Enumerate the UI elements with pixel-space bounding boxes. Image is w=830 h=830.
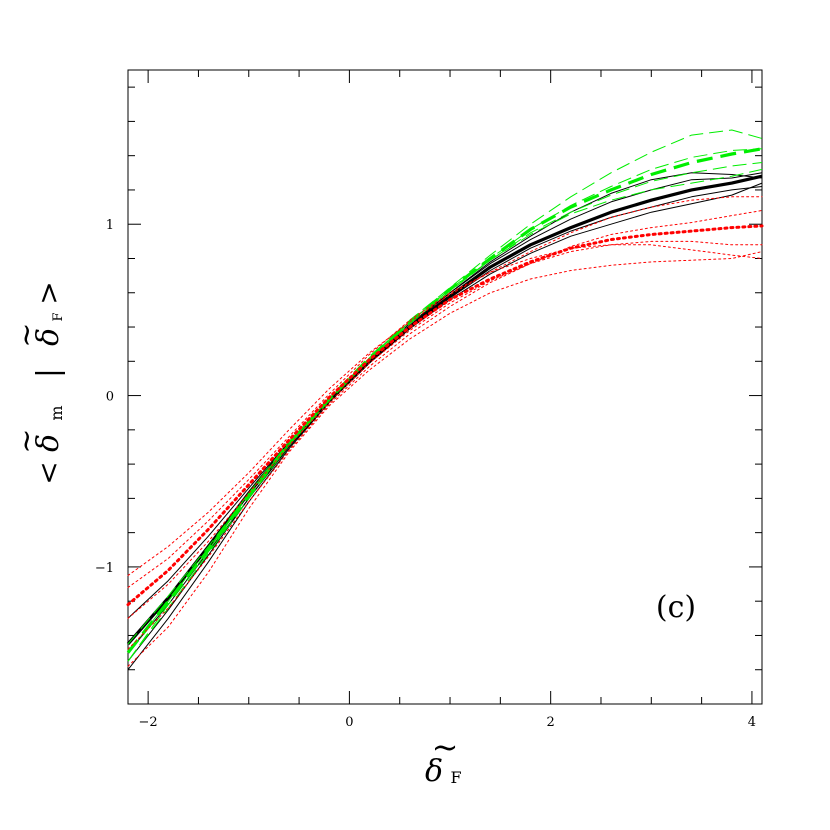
x-tick-label: 4 bbox=[748, 715, 756, 730]
y-axis-subscript-1: m bbox=[47, 405, 66, 420]
y-tick-labels: −1 0 1 bbox=[95, 218, 114, 576]
x-tick-label: −2 bbox=[139, 715, 158, 730]
series-line-6 bbox=[126, 147, 763, 654]
y-axis-accent-1: ~ bbox=[9, 428, 44, 453]
x-tick-label: 2 bbox=[547, 715, 555, 730]
series-line-14 bbox=[127, 251, 763, 667]
axis-ticks bbox=[128, 70, 762, 705]
x-axis-title: ~ δ F bbox=[425, 728, 462, 789]
y-axis-open: < bbox=[32, 461, 65, 484]
series-line-16 bbox=[127, 240, 763, 619]
y-tick-label: 0 bbox=[106, 390, 114, 405]
y-axis-bar: | bbox=[31, 368, 66, 378]
x-axis-accent: ~ bbox=[432, 728, 459, 766]
series-line-4 bbox=[127, 172, 763, 653]
series-line-13 bbox=[127, 244, 763, 588]
x-axis-subscript: F bbox=[450, 768, 461, 787]
series-line-11 bbox=[126, 224, 764, 607]
series-line-15 bbox=[127, 210, 763, 650]
x-tick-labels: −2 0 2 4 bbox=[139, 715, 757, 730]
series-line-9 bbox=[127, 148, 763, 645]
y-axis-accent-2: ~ bbox=[9, 322, 44, 347]
series-line-1 bbox=[126, 174, 763, 646]
panel-label: (c) bbox=[656, 590, 696, 625]
y-tick-label: −1 bbox=[95, 561, 114, 576]
y-axis-subscript-2: F bbox=[51, 312, 66, 321]
plot-frame bbox=[127, 69, 763, 705]
series-line-3 bbox=[127, 186, 763, 662]
series-line-7 bbox=[127, 129, 763, 662]
x-axis-symbol: δ bbox=[425, 754, 443, 789]
series-line-12 bbox=[127, 196, 763, 576]
series-line-10 bbox=[127, 168, 763, 662]
y-axis-symbol-1: δ bbox=[31, 434, 66, 452]
y-axis-title: < ~ δ m | ~ δ F > bbox=[9, 281, 66, 484]
y-axis-symbol-2: δ bbox=[31, 328, 66, 346]
y-tick-label: 1 bbox=[106, 218, 114, 233]
y-axis-close: > bbox=[32, 281, 65, 304]
series-line-2 bbox=[127, 172, 763, 619]
x-tick-label: 0 bbox=[345, 715, 353, 730]
series-lines bbox=[126, 129, 764, 671]
series-line-8 bbox=[127, 162, 763, 653]
